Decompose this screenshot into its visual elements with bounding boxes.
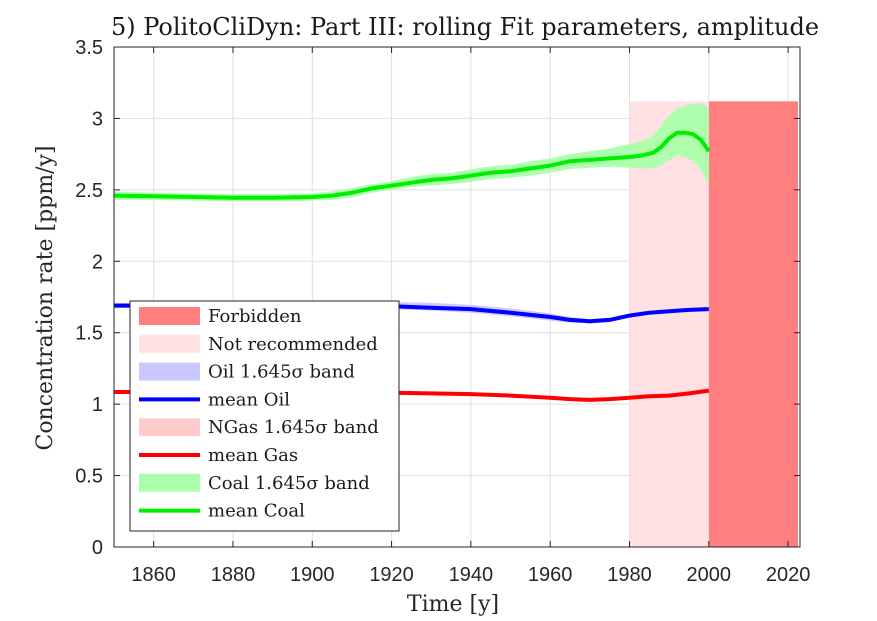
legend-swatch — [139, 307, 200, 325]
x-tick-label: 1920 — [369, 564, 414, 586]
legend-label: Forbidden — [208, 306, 302, 327]
x-axis-label: Time [y] — [407, 592, 499, 617]
y-axis-label: Concentration rate [ppm/y] — [33, 145, 58, 450]
y-tick-label: 2 — [92, 251, 103, 273]
legend-label: Coal 1.645σ band — [208, 473, 370, 494]
y-tick-label: 3 — [92, 108, 103, 130]
legend-label: mean Oil — [208, 389, 290, 410]
legend-label: mean Coal — [208, 501, 305, 522]
x-tick-label: 1960 — [528, 564, 573, 586]
legend-swatch — [139, 362, 200, 381]
legend-label: mean Gas — [208, 445, 298, 466]
series-line-coal — [113, 130, 711, 200]
chart-title: 5) PolitoCliDyn: Part III: rolling Fit p… — [111, 13, 819, 41]
legend-label: Not recommended — [208, 334, 378, 355]
x-tick-label: 1980 — [607, 564, 652, 586]
x-tick-label: 2020 — [766, 564, 811, 586]
x-tick-label: 1940 — [449, 564, 494, 586]
legend-label: NGas 1.645σ band — [208, 417, 379, 438]
y-tick-label: 2.5 — [75, 180, 103, 202]
legend-swatch — [139, 418, 200, 437]
y-tick-label: 3.5 — [75, 37, 103, 59]
x-tick-label: 1860 — [131, 564, 176, 586]
y-tick-label: 1.5 — [75, 323, 103, 345]
x-tick-label: 1880 — [211, 564, 256, 586]
region-not-recommended — [629, 101, 709, 548]
legend-swatch — [139, 334, 200, 353]
y-tick-label: 0.5 — [75, 466, 103, 488]
y-tick-label: 0 — [92, 537, 103, 559]
y-tick-label: 1 — [92, 394, 103, 416]
region-forbidden — [708, 101, 799, 548]
legend-label: Oil 1.645σ band — [208, 362, 355, 383]
x-tick-label: 2000 — [687, 564, 732, 586]
legend: Forbidden Not recommended Oil 1.645σ band m… — [129, 300, 400, 532]
axes-frame — [113, 46, 801, 548]
x-tick-label: 1900 — [290, 564, 335, 586]
legend-swatch — [139, 473, 200, 492]
